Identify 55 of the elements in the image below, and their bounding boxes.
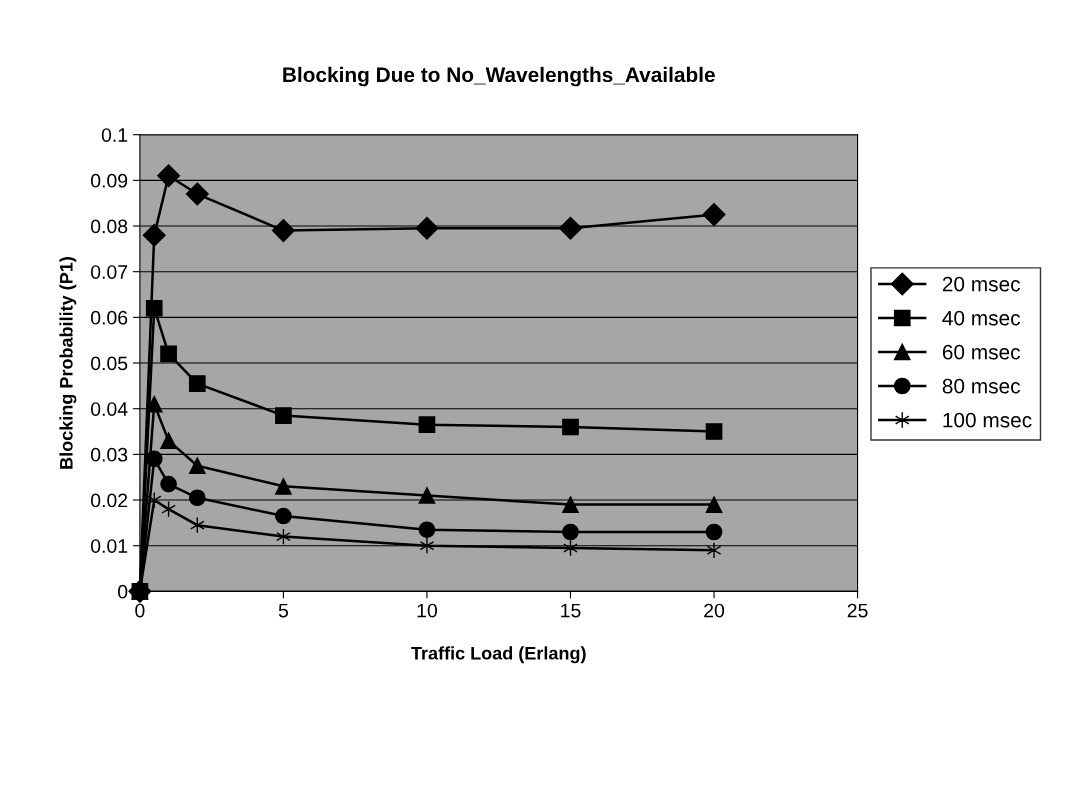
y-tick-label: 0.1 (101, 128, 128, 142)
x-tick-label: 15 (561, 603, 581, 618)
y-tick-label: 0.04 (90, 402, 128, 416)
legend-label: 80 msec (942, 378, 1021, 394)
point (185, 182, 209, 206)
y-tick-label: 0.06 (90, 310, 128, 325)
point (706, 541, 722, 559)
legend-label: 20 msec (942, 276, 1021, 292)
point (275, 507, 292, 525)
y-tick-label: 0.07 (90, 265, 128, 279)
x-tick-label: 10 (417, 603, 438, 618)
point (160, 345, 177, 363)
point (562, 418, 579, 436)
point (157, 164, 181, 188)
y-tick-label: 0.03 (90, 447, 128, 462)
point (705, 496, 723, 513)
y-tick-label: 0.02 (90, 493, 128, 508)
x-tick-label: 0 (135, 603, 145, 618)
point (188, 457, 206, 475)
point (562, 523, 579, 541)
y-tick-label: 0 (118, 584, 128, 599)
point (188, 375, 206, 392)
point (142, 223, 166, 247)
chart-title: Blocking Due to No_Wavelengths_Available (283, 66, 715, 87)
x-tick-label: 20 (704, 603, 725, 618)
x-axis-title: Traffic Load (Erlang) (411, 646, 586, 664)
point (418, 416, 436, 434)
point (702, 203, 726, 227)
legend-label: 100 msec (943, 412, 1032, 428)
point (188, 489, 206, 507)
y-axis-title: Blocking Probability (P1) (59, 257, 77, 469)
point (418, 487, 436, 504)
point (271, 219, 295, 243)
point (145, 299, 163, 317)
y-tick-label: 0.05 (90, 356, 128, 371)
point (419, 537, 435, 555)
point (418, 521, 436, 539)
legend-label: 40 msec (942, 310, 1021, 326)
point (415, 216, 439, 240)
y-tick-label: 0.01 (90, 539, 128, 553)
point (160, 475, 177, 493)
point (275, 407, 292, 424)
y-tick-label: 0.08 (90, 219, 128, 234)
point (160, 432, 177, 450)
point (562, 496, 579, 513)
x-tick-label: 25 (847, 603, 868, 618)
point (705, 423, 723, 440)
x-tick-label: 5 (278, 603, 289, 618)
point (275, 478, 292, 495)
point (145, 450, 163, 468)
y-tick-label: 0.09 (90, 173, 128, 188)
point (145, 395, 163, 413)
point (558, 216, 582, 240)
legend-label: 60 msec (942, 344, 1021, 360)
point (705, 523, 723, 541)
